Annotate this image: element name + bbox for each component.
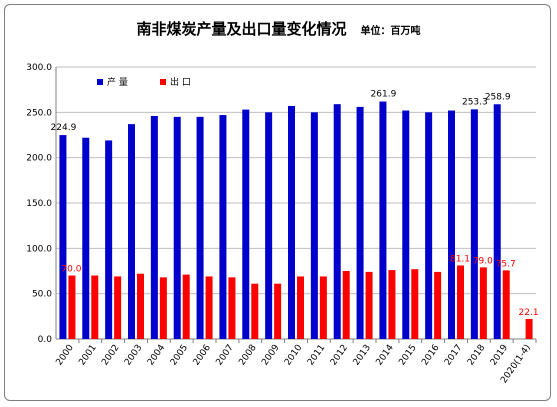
production-bar [219,115,227,339]
export-bar [525,318,533,339]
legend-label-export: 出 口 [170,76,191,88]
production-bar [402,110,410,340]
export-bar [114,276,122,339]
production-bar [333,104,341,339]
production-bar [493,104,501,339]
export-data-label: 75.7 [496,259,516,269]
x-tick-label: 2005 [169,343,190,367]
legend-swatch-export [160,79,166,85]
export-data-label: 70.0 [61,265,81,275]
x-tick-label: 2006 [192,343,213,368]
export-bar [205,276,213,339]
export-bar [388,270,396,339]
production-bar [128,124,135,340]
x-tick-label: 2016 [420,343,441,368]
production-data-label: 224.9 [51,123,77,133]
production-bar [379,101,387,339]
x-tick-label: 2014 [375,343,396,368]
x-tick-label: 2008 [237,343,258,368]
export-bar [159,277,167,339]
export-bar [297,276,304,339]
chart-title: 南非煤炭产量及出口量变化情况 单位：百万吨 [0,18,557,39]
production-bar [82,137,90,339]
export-bar [68,275,76,339]
x-tick-label: 2002 [100,343,121,367]
export-bar [228,277,236,339]
production-data-label: 258.9 [485,92,511,102]
export-bar [479,267,487,339]
x-tick-label: 2007 [215,343,236,367]
y-tick-label: 100.0 [26,244,52,254]
production-bar [265,112,273,339]
y-tick-label: 200.0 [26,154,52,164]
x-tick-label: 2019 [489,343,510,368]
y-tick-label: 250.0 [26,108,52,118]
production-bar [470,109,478,339]
x-tick-label: 2017 [443,343,464,367]
chart-title-text: 南非煤炭产量及出口量变化情况 [136,20,347,38]
production-data-label: 253.3 [462,97,488,107]
production-bar [356,106,364,339]
x-tick-label: 2012 [329,343,350,367]
y-tick-label: 50.0 [32,290,52,300]
export-data-label: 81.1 [450,254,470,264]
data-labels: 224.9 70.0 261.9 81.1 253.3 79.0 258.9 75.7 22.1 [51,90,539,318]
x-tick-label: 2000 [55,343,76,368]
export-bar [251,283,259,339]
export-bar [342,271,350,339]
export-data-label: 79.0 [473,256,493,266]
production-data-label: 261.9 [371,90,397,100]
unit-label: 单位：百万吨 [360,26,421,37]
x-tick-label: 2013 [352,343,373,367]
production-bar [196,116,204,339]
x-tick-label: 2015 [397,343,418,367]
production-bar [173,116,181,339]
x-tick-label: 2010 [283,343,304,368]
gridlines [56,66,536,340]
x-tick-label: 2011 [306,343,327,367]
export-bar [365,271,373,339]
export-bar [182,274,190,339]
production-bar [150,115,158,340]
production-bar [310,112,318,339]
production-bar [288,105,295,339]
production-bar [242,109,250,339]
bars [59,101,533,340]
x-tick-label: 2003 [123,343,144,367]
legend-label-production: 产 量 [107,76,128,88]
export-bar [137,273,144,339]
y-tick-label: 0.0 [38,335,53,345]
x-tick-label: 2009 [260,343,281,368]
export-bar [457,265,464,339]
production-bar [448,110,455,340]
export-bar [434,271,442,339]
y-tick-label: 150.0 [26,199,52,209]
export-bar [411,269,419,339]
production-bar [59,135,67,339]
legend: 产 量出 口 [97,76,191,88]
export-bar [91,275,99,339]
export-bar [274,283,282,339]
export-bar [319,276,327,339]
x-tick-label: 2004 [146,343,167,368]
export-data-label: 22.1 [519,308,539,318]
y-tick-label: 300.0 [26,63,52,73]
legend-swatch-production [97,79,103,85]
production-bar [425,112,433,339]
x-tick-label: 2001 [77,343,98,367]
x-tick-label: 2018 [466,343,487,368]
production-bar [105,140,113,339]
export-bar [502,270,510,339]
